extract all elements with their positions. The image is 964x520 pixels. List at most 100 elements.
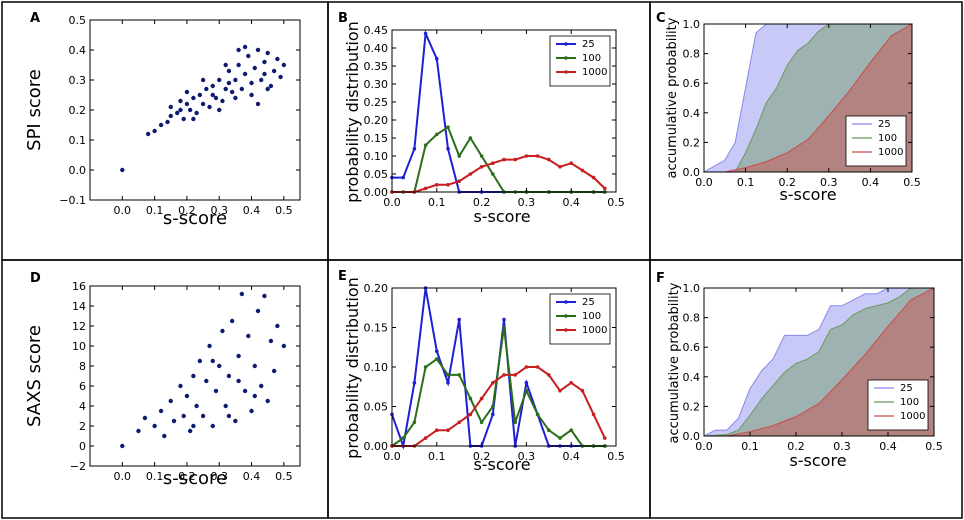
y-tick-label: 0.6: [683, 341, 701, 354]
y-tick-label: 0.3: [69, 74, 87, 87]
x-tick-label: 0.5: [275, 470, 293, 483]
series-marker-25: [435, 349, 439, 354]
scatter-point: [187, 107, 193, 113]
series-marker-100: [524, 388, 529, 393]
series-marker-100: [479, 154, 484, 158]
scatter-point: [217, 363, 222, 369]
scatter-point: [281, 343, 287, 349]
x-tick-label: 0.5: [607, 196, 625, 209]
series-marker-25: [491, 412, 495, 417]
series-marker-25: [401, 175, 406, 180]
panel-label: C: [656, 11, 666, 26]
series-marker-1000: [569, 381, 573, 385]
scatter-point: [246, 333, 251, 339]
x-tick-label: 0.4: [243, 204, 261, 217]
scatter-point: [252, 65, 257, 71]
legend-label-25: 25: [582, 39, 595, 50]
scatter-point: [204, 86, 209, 92]
scatter-point: [226, 80, 232, 86]
legend-marker-25: [564, 300, 568, 304]
x-tick-label: 0.4: [562, 450, 580, 463]
x-tick-label: 0.3: [210, 204, 228, 217]
series-marker-25: [524, 381, 529, 385]
x-tick-label: 0.5: [607, 450, 625, 463]
x-tick-label: 0.3: [518, 196, 536, 209]
series-marker-25: [446, 147, 450, 151]
scatter-point: [252, 363, 257, 369]
scatter-point: [168, 104, 173, 110]
scatter-point: [220, 328, 225, 334]
series-marker-25: [412, 147, 417, 151]
series-marker-1000: [446, 428, 450, 433]
y-tick-label: 0.15: [364, 132, 389, 145]
legend-label-100: 100: [900, 397, 919, 408]
scatter-point: [194, 110, 199, 116]
y-tick-label: 0.20: [364, 282, 389, 295]
y-axis-label: accumulative probability: [665, 17, 680, 178]
x-tick-label: 0.3: [518, 450, 536, 463]
scatter-point: [200, 413, 206, 419]
x-tick-label: 0.2: [178, 470, 196, 483]
series-marker-1000: [468, 412, 473, 417]
series-marker-1000: [591, 412, 596, 417]
scatter-point: [223, 86, 228, 92]
series-marker-1000: [457, 420, 462, 425]
x-axis-label: s-score: [163, 468, 227, 489]
axes-frame: [703, 287, 935, 437]
scatter-point: [249, 92, 254, 98]
scatter-point: [262, 59, 267, 65]
scatter-point: [223, 62, 228, 68]
axes-frame: [703, 23, 913, 173]
scatter-point: [120, 443, 125, 449]
panel-a: A 0.0 0.1 0.2 0.3 0.4 0.5 −0.1 0.0 0.1 0.2 0.3 0.4 0.…: [24, 11, 301, 229]
scatter-point: [252, 393, 257, 399]
scatter-point: [213, 388, 219, 394]
series-marker-100: [468, 136, 473, 140]
series-marker-1000: [513, 157, 517, 162]
scatter-point: [213, 95, 219, 101]
series-marker-1000: [524, 365, 529, 369]
panel-label: D: [30, 271, 41, 286]
series-marker-1000: [603, 436, 607, 440]
scatter-point: [242, 44, 248, 50]
x-tick-label: 0.5: [925, 440, 943, 453]
scatter-point: [152, 128, 157, 134]
series-marker-100: [558, 436, 562, 440]
series-marker-100: [435, 132, 439, 137]
scatter-point: [233, 418, 238, 424]
series-marker-100: [569, 428, 573, 433]
y-tick-label: 0.0: [683, 166, 701, 179]
series-marker-25: [423, 31, 428, 36]
series-marker-1000: [535, 365, 540, 369]
y-tick-label: 16: [72, 280, 86, 293]
scatter-point: [191, 95, 196, 101]
scatter-point: [152, 423, 157, 429]
panel-label: F: [656, 271, 665, 286]
x-tick-label: 0.5: [275, 204, 293, 217]
scatter-point: [255, 308, 261, 314]
x-tick-label: 0.4: [562, 196, 580, 209]
scatter-point: [220, 98, 225, 104]
scatter-point: [171, 418, 177, 424]
y-axis-label: SPI score: [24, 69, 45, 151]
panel-b: B 0.0 0.1 0.2 0.3 0.4 0.5 0.00 0.05 0.10 0.15 0.20 0…: [338, 11, 625, 226]
y-tick-label: 0.30: [364, 78, 389, 91]
series-marker-100: [446, 373, 450, 377]
series-marker-100: [457, 373, 462, 377]
x-tick-label: 0.1: [428, 450, 446, 463]
series-marker-100: [502, 325, 506, 330]
series-marker-100: [446, 125, 450, 129]
x-tick-label: 0.1: [737, 176, 755, 189]
x-tick-label: 0.5: [903, 176, 921, 189]
series-marker-1000: [491, 161, 495, 165]
scatter-point: [187, 428, 193, 434]
x-tick-label: 0.2: [778, 176, 796, 189]
legend-marker-1000: [564, 70, 568, 74]
panel-label: B: [338, 11, 348, 26]
scatter-point: [136, 428, 141, 434]
y-tick-label: 4: [79, 400, 86, 413]
y-tick-label: 0.10: [364, 150, 389, 163]
x-tick-label: 0.2: [178, 204, 196, 217]
scatter-point: [268, 338, 274, 344]
